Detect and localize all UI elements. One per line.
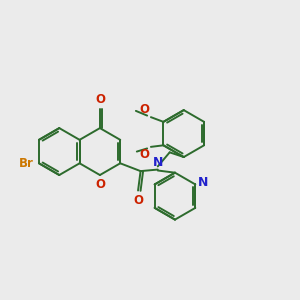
Text: N: N — [198, 176, 208, 189]
Text: O: O — [133, 194, 143, 207]
Text: N: N — [153, 156, 163, 169]
Text: O: O — [95, 93, 105, 106]
Text: O: O — [95, 178, 105, 191]
Text: O: O — [139, 148, 149, 161]
Text: O: O — [139, 103, 149, 116]
Text: Br: Br — [18, 157, 33, 170]
